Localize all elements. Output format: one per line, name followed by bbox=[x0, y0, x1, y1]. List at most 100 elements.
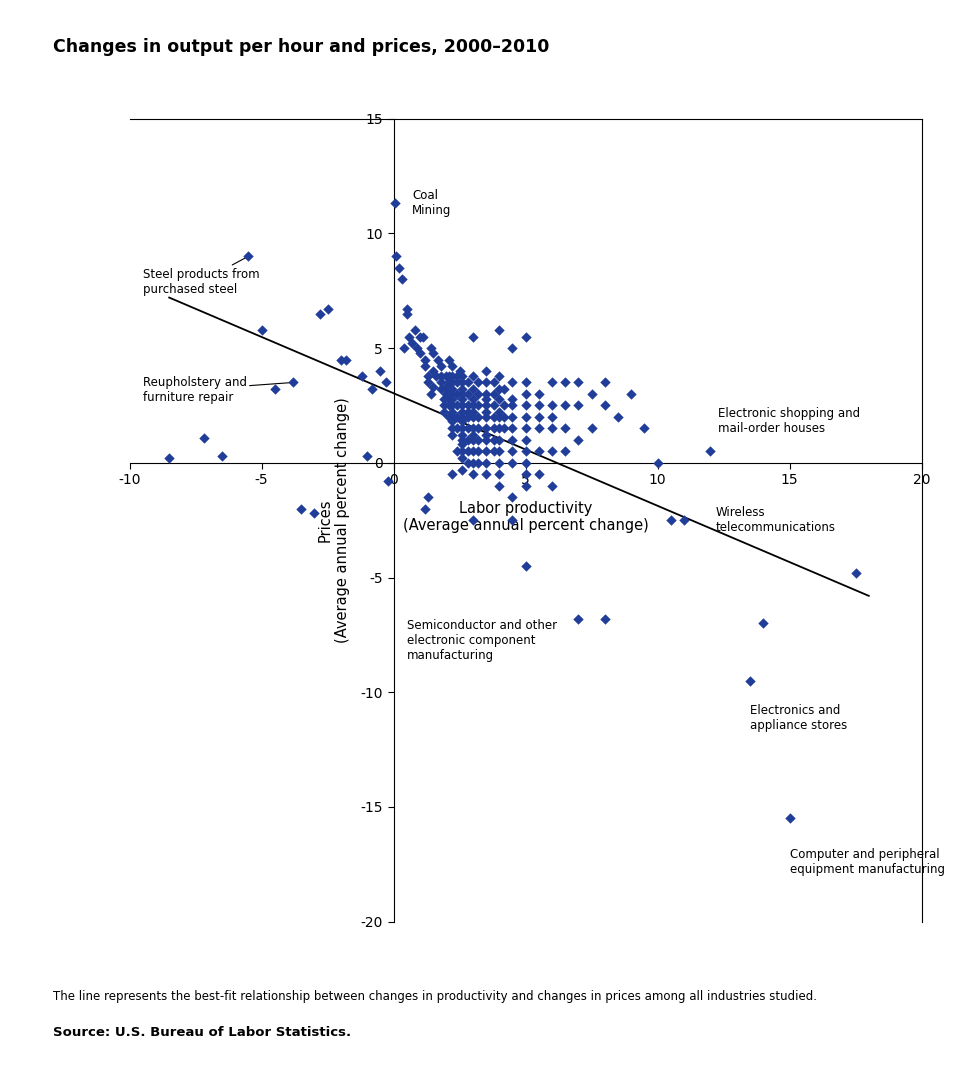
Point bbox=[492, 381, 507, 398]
Point bbox=[454, 413, 469, 430]
Point bbox=[478, 362, 493, 379]
Point bbox=[486, 409, 501, 426]
Point bbox=[444, 409, 459, 426]
Point bbox=[470, 409, 486, 426]
Point bbox=[267, 381, 282, 398]
Point bbox=[486, 431, 501, 448]
Point bbox=[497, 381, 513, 398]
Point bbox=[354, 367, 370, 384]
Point bbox=[444, 381, 459, 398]
Text: The line represents the best-fit relationship between changes in productivity an: The line represents the best-fit relatio… bbox=[53, 990, 817, 1003]
Point bbox=[465, 454, 480, 471]
Point bbox=[460, 431, 475, 448]
Point bbox=[338, 351, 353, 369]
Text: Coal
Mining: Coal Mining bbox=[412, 190, 451, 218]
Point bbox=[486, 419, 501, 437]
Point bbox=[465, 427, 480, 444]
Point bbox=[470, 454, 486, 471]
Point bbox=[422, 385, 438, 402]
Point bbox=[444, 390, 459, 407]
Point bbox=[422, 340, 438, 357]
Point bbox=[241, 248, 256, 265]
Point bbox=[544, 419, 560, 437]
Point bbox=[478, 466, 493, 483]
Point bbox=[454, 397, 469, 414]
Point bbox=[436, 390, 451, 407]
Point bbox=[492, 478, 507, 495]
Point bbox=[544, 409, 560, 426]
Point bbox=[517, 397, 533, 414]
Point bbox=[517, 374, 533, 391]
Point bbox=[286, 374, 301, 391]
Point bbox=[531, 409, 546, 426]
Point bbox=[465, 431, 480, 448]
Point bbox=[497, 409, 513, 426]
Point bbox=[517, 431, 533, 448]
Y-axis label: Prices
(Average annual percent change): Prices (Average annual percent change) bbox=[317, 398, 349, 642]
Point bbox=[454, 427, 469, 444]
Point bbox=[558, 443, 573, 460]
Point bbox=[391, 259, 406, 276]
Point bbox=[676, 512, 691, 529]
Point bbox=[394, 271, 409, 288]
Point bbox=[505, 374, 520, 391]
Point bbox=[442, 374, 457, 391]
Point bbox=[636, 419, 652, 437]
Point bbox=[444, 367, 459, 384]
Point bbox=[517, 557, 533, 575]
Point bbox=[399, 301, 415, 318]
Point bbox=[454, 385, 469, 402]
Point bbox=[470, 419, 486, 437]
Text: Computer and peripheral
equipment manufacturing: Computer and peripheral equipment manufa… bbox=[789, 848, 945, 876]
Text: Electronics and
appliance stores: Electronics and appliance stores bbox=[750, 704, 848, 732]
Text: Source: U.S. Bureau of Labor Statistics.: Source: U.S. Bureau of Labor Statistics. bbox=[53, 1026, 351, 1039]
Point bbox=[497, 397, 513, 414]
Point bbox=[444, 397, 459, 414]
Point bbox=[478, 385, 493, 402]
Point bbox=[703, 443, 718, 460]
Point bbox=[460, 374, 475, 391]
Point bbox=[584, 385, 599, 402]
Point bbox=[460, 385, 475, 402]
Point bbox=[454, 461, 469, 479]
Point bbox=[492, 454, 507, 471]
Point bbox=[597, 374, 612, 391]
Point bbox=[442, 409, 457, 426]
Point bbox=[465, 443, 480, 460]
Point bbox=[531, 466, 546, 483]
Point bbox=[478, 409, 493, 426]
Point bbox=[214, 447, 229, 465]
Point bbox=[544, 478, 560, 495]
Point bbox=[454, 450, 469, 467]
Point bbox=[505, 512, 520, 529]
Text: Changes in output per hour and prices, 2000–2010: Changes in output per hour and prices, 2… bbox=[53, 38, 549, 56]
Point bbox=[449, 397, 465, 414]
Point bbox=[428, 367, 444, 384]
Point bbox=[442, 351, 457, 369]
Point bbox=[444, 403, 459, 420]
Point bbox=[611, 409, 626, 426]
Point bbox=[444, 374, 459, 391]
Point bbox=[433, 381, 448, 398]
Point bbox=[517, 385, 533, 402]
Point bbox=[492, 367, 507, 384]
Point bbox=[449, 385, 465, 402]
Point bbox=[505, 397, 520, 414]
Point bbox=[650, 454, 665, 471]
Point bbox=[433, 367, 448, 384]
Point bbox=[478, 443, 493, 460]
X-axis label: Labor productivity
(Average annual percent change): Labor productivity (Average annual perce… bbox=[403, 501, 648, 534]
Point bbox=[505, 454, 520, 471]
Point bbox=[454, 409, 469, 426]
Point bbox=[420, 367, 436, 384]
Point bbox=[294, 500, 309, 517]
Point bbox=[465, 512, 480, 529]
Point bbox=[624, 385, 639, 402]
Point bbox=[470, 397, 486, 414]
Point bbox=[465, 397, 480, 414]
Point bbox=[742, 673, 757, 690]
Point bbox=[460, 397, 475, 414]
Point bbox=[505, 340, 520, 357]
Point bbox=[449, 419, 465, 437]
Point bbox=[492, 466, 507, 483]
